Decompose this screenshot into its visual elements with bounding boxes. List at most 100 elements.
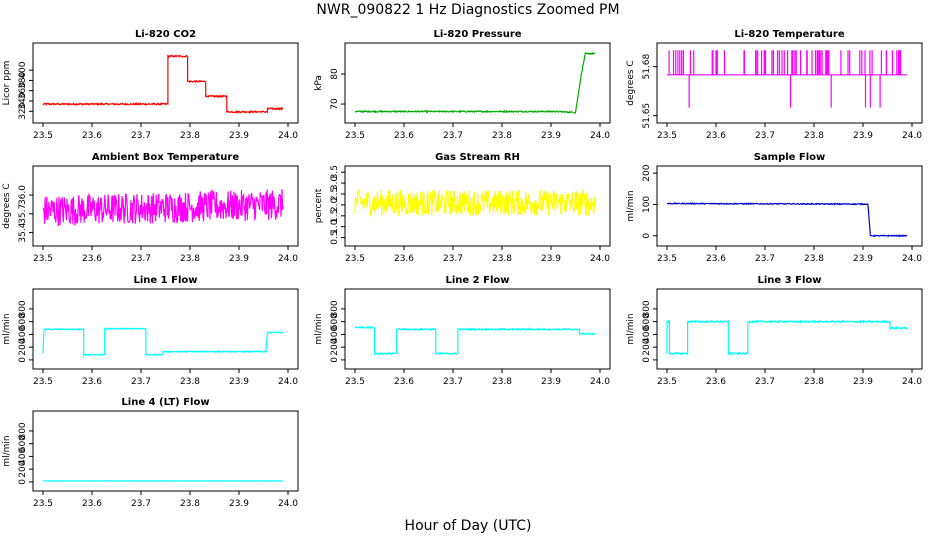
x-tick-label: 23.7 [443, 254, 463, 264]
x-tick-label: 24.0 [278, 131, 298, 141]
y-tick-label: 100 [642, 196, 652, 213]
x-tick-label: 24.0 [590, 377, 610, 387]
x-tick-label: 23.5 [33, 499, 53, 509]
y-tick-label: 0 [642, 357, 652, 363]
y-tick-label: 1.0 [330, 219, 340, 234]
x-tick-label: 23.7 [131, 499, 151, 509]
y-tick-label: 2.0 [330, 197, 340, 212]
y-axis-label: percent [314, 188, 324, 223]
panel-1: Li-820 CO2 Licor ppm 23.5 23.6 23.7 23.8 23.9 2… [2, 29, 299, 141]
y-tick-label: 36.0 [18, 185, 28, 205]
x-tick-label: 23.6 [394, 377, 414, 387]
y-tick-label: 800 [18, 422, 28, 439]
x-axis-title: Hour of Day (UTC) [404, 518, 532, 534]
panel-title: Li-820 CO2 [135, 29, 196, 40]
y-tick-label: 200 [18, 338, 28, 355]
y-tick-label: 3.5 [330, 165, 340, 179]
y-tick-label: 35.7 [18, 204, 28, 224]
plot-frame [656, 288, 923, 370]
plot-frame [32, 288, 299, 370]
plot-frame [32, 165, 299, 247]
y-tick-label: 320 [18, 102, 28, 119]
x-tick-label: 23.5 [33, 131, 53, 141]
x-tick-label: 23.9 [229, 377, 249, 387]
x-tick-label: 23.8 [492, 254, 512, 264]
y-tick-label: 0 [18, 357, 28, 363]
y-tick-label: 800 [642, 300, 652, 317]
x-tick-label: 24.0 [278, 377, 298, 387]
y-axis-label: ml/min [626, 190, 636, 221]
x-tick-label: 23.5 [345, 131, 365, 141]
x-tick-label: 23.5 [345, 377, 365, 387]
y-tick-label: 70 [330, 98, 340, 110]
plot-frame [344, 288, 611, 370]
panel-title: Line 3 Flow [758, 275, 822, 286]
series-line [355, 325, 596, 356]
x-tick-label: 23.7 [755, 131, 775, 141]
x-tick-label: 23.9 [541, 131, 561, 141]
y-tick-label: 400 [642, 326, 652, 343]
series-line [42, 327, 284, 358]
panel-title: Ambient Box Temperature [92, 152, 239, 163]
y-tick-label: 3.0 [330, 176, 340, 191]
panel-title: Li-820 Pressure [433, 29, 521, 40]
plot-frame [32, 42, 299, 124]
y-tick-label: 340 [18, 92, 28, 109]
y-tick-label: 600 [330, 313, 340, 330]
y-axis-label: degrees C [2, 183, 12, 228]
plot-frame [32, 410, 299, 492]
y-tick-label: 600 [18, 435, 28, 452]
y-axis-label: Licor ppm [2, 61, 12, 106]
x-tick-label: 23.7 [131, 131, 151, 141]
x-tick-label: 24.0 [902, 254, 922, 264]
y-tick-label: 600 [18, 313, 28, 330]
x-tick-label: 23.6 [394, 131, 414, 141]
y-tick-label: 400 [18, 448, 28, 465]
y-axis-label: ml/min [2, 313, 12, 344]
x-tick-label: 23.7 [131, 254, 151, 264]
x-tick-label: 23.6 [706, 254, 726, 264]
panel-title: Gas Stream RH [435, 152, 520, 163]
y-axis-label: ml/min [2, 435, 12, 466]
panel-10: Line 4 (LT) Flow ml/min 23.5 23.6 23.7 23.8 23… [2, 397, 299, 509]
x-tick-label: 23.7 [443, 377, 463, 387]
y-tick-label: 51.65 [642, 103, 652, 129]
x-tick-label: 23.9 [229, 499, 249, 509]
x-tick-label: 23.8 [180, 131, 200, 141]
y-tick-label: 80 [330, 68, 340, 80]
x-tick-label: 23.9 [541, 377, 561, 387]
series-line [666, 202, 908, 238]
x-tick-label: 24.0 [590, 131, 610, 141]
y-tick-label: 400 [18, 326, 28, 343]
series-spikes [668, 50, 902, 108]
panel-8: Line 2 Flow ml/min 23.5 23.6 23.7 23.8 23.9 24.… [314, 275, 611, 387]
y-tick-label: 0 [18, 479, 28, 485]
x-tick-label: 23.6 [394, 254, 414, 264]
x-tick-label: 23.9 [853, 254, 873, 264]
y-tick-label: 800 [18, 300, 28, 317]
panel-5: Gas Stream RH percent 23.5 23.6 23.7 23.8 23.9… [314, 152, 611, 264]
x-tick-label: 24.0 [902, 377, 922, 387]
y-tick-label: 35.4 [18, 222, 28, 242]
y-tick-label: 1.5 [330, 209, 340, 223]
x-tick-label: 24.0 [902, 131, 922, 141]
y-tick-label: 360 [18, 82, 28, 99]
panel-title: Line 1 Flow [134, 275, 198, 286]
x-tick-label: 23.8 [804, 377, 824, 387]
x-tick-label: 23.5 [657, 131, 677, 141]
x-tick-label: 24.0 [590, 254, 610, 264]
y-tick-label: 200 [18, 460, 28, 477]
x-tick-label: 23.6 [82, 254, 102, 264]
x-tick-label: 23.9 [229, 131, 249, 141]
y-axis-label: kPa [314, 75, 324, 91]
x-tick-label: 23.9 [853, 377, 873, 387]
x-tick-label: 23.8 [492, 377, 512, 387]
y-tick-label: 380 [18, 72, 28, 89]
x-tick-label: 23.6 [706, 131, 726, 141]
panel-title: Sample Flow [754, 152, 826, 163]
y-tick-label: 200 [642, 338, 652, 355]
panel-2: Li-820 Pressure kPa 23.5 23.6 23.7 23.8 23.9 24… [314, 29, 611, 141]
y-tick-label: 200 [642, 164, 652, 181]
panel-title: Line 2 Flow [446, 275, 510, 286]
x-tick-label: 23.5 [33, 377, 53, 387]
